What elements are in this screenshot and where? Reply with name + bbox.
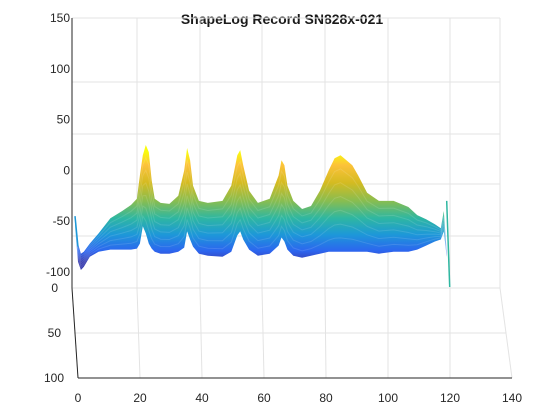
surface-mesh-line — [74, 156, 448, 257]
surface-band — [75, 145, 447, 270]
surface-mesh-line — [74, 182, 448, 262]
z-tick-label: -100 — [46, 265, 70, 279]
surface-mesh-line — [74, 214, 448, 269]
x-tick-label: 140 — [502, 391, 522, 405]
surface-plot — [74, 145, 451, 288]
y-tick-label: 100 — [44, 371, 64, 385]
y-tick-label: 50 — [48, 326, 62, 340]
y-axis-ticks: 0 50 100 — [44, 281, 64, 385]
z-tick-label: 150 — [50, 11, 70, 25]
x-tick-label: 120 — [440, 391, 460, 405]
x-tick-label: 60 — [257, 391, 271, 405]
surface-mesh-line — [74, 194, 448, 264]
axes — [71, 18, 512, 379]
y-tick-label: 0 — [51, 281, 58, 295]
x-axis-ticks: 0 20 40 60 80 100 120 140 — [75, 391, 523, 405]
z-tick-label: 0 — [63, 163, 70, 177]
z-axis-ticks: 150 100 50 0 -50 -100 — [46, 11, 70, 279]
x-tick-label: 0 — [75, 391, 82, 405]
chart-title: ShapeLog Record SN828x-021 — [181, 11, 384, 27]
surface-head — [74, 216, 79, 247]
surface-mesh-line — [74, 205, 448, 267]
z-tick-label: 50 — [57, 113, 71, 127]
x-tick-label: 80 — [319, 391, 333, 405]
z-tick-label: -50 — [53, 214, 71, 228]
surface-mesh-line — [74, 169, 448, 260]
z-tick-label: 100 — [50, 62, 70, 76]
x-tick-label: 20 — [133, 391, 147, 405]
x-tick-label: 40 — [195, 391, 209, 405]
surface-tail — [445, 200, 451, 288]
x-tick-label: 100 — [378, 391, 398, 405]
